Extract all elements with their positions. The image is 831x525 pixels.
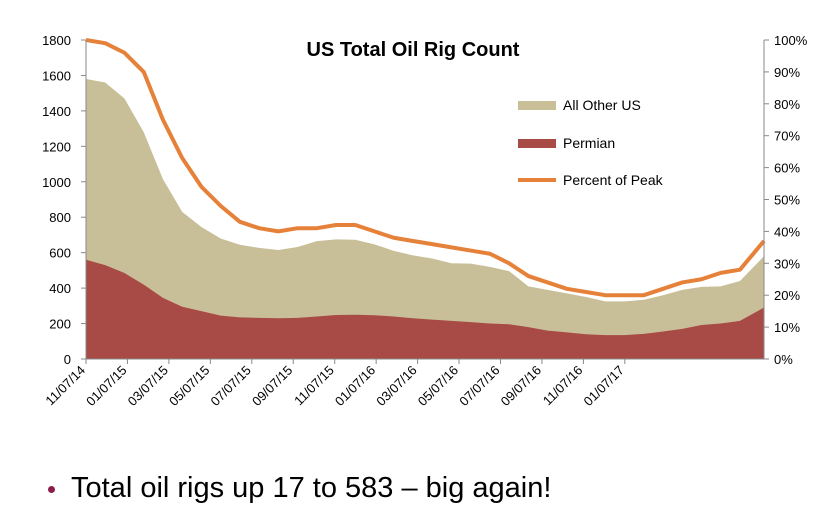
x-tick-label: 01/07/17 (581, 363, 627, 409)
legend: All Other US Permian Percent of Peak (518, 97, 664, 188)
left-tick-label: 800 (49, 210, 71, 225)
x-tick-label: 07/07/15 (208, 363, 254, 409)
x-tick-label: 07/07/16 (456, 363, 502, 409)
line-percent-of-peak (85, 38, 766, 298)
right-tick-label: 10% (774, 320, 800, 335)
right-tick-label: 60% (774, 161, 800, 176)
x-tick-label: 11/07/14 (42, 363, 88, 409)
right-tick-label: 40% (774, 224, 800, 239)
x-tick-label: 03/07/15 (125, 363, 171, 409)
right-tick-label: 90% (774, 65, 800, 80)
x-tick-label: 03/07/16 (373, 363, 419, 409)
x-tick-label: 01/07/15 (83, 363, 129, 409)
summary-text: Total oil rigs up 17 to 583 – big again! (71, 471, 552, 504)
left-tick-label: 1800 (42, 33, 71, 48)
right-tick-label: 70% (774, 129, 800, 144)
x-tick-label: 05/07/16 (415, 363, 461, 409)
right-tick-label: 0% (774, 352, 793, 367)
legend-swatch-permian (518, 139, 556, 148)
x-tick-label: 09/07/16 (498, 363, 544, 409)
left-tick-label: 200 (49, 317, 71, 332)
right-tick-label: 20% (774, 288, 800, 303)
legend-label-permian: Permian (563, 135, 615, 151)
x-tick-label: 05/07/15 (166, 363, 212, 409)
oil-rig-chart: 0 200 400 600 800 1000 1200 1400 1600 1800 0% 10% 20… (42, 33, 808, 409)
x-tick-label: 09/07/15 (249, 363, 295, 409)
left-tick-label: 1400 (42, 104, 71, 119)
legend-label-all-other-us: All Other US (563, 97, 641, 113)
left-tick-label: 400 (49, 281, 71, 296)
area-all-other-us (86, 78, 764, 359)
left-tick-label: 1000 (42, 175, 71, 190)
area-permian (86, 259, 764, 359)
left-tick-label: 1200 (42, 139, 71, 154)
left-tick-label: 0 (64, 352, 71, 367)
right-tick-label: 50% (774, 193, 800, 208)
right-tick-label: 100% (774, 33, 808, 48)
summary-bullet: Total oil rigs up 17 to 583 – big again! (48, 468, 551, 508)
area-layers (86, 78, 764, 359)
legend-swatch-all-other-us (518, 101, 556, 110)
x-tick-label: 11/07/16 (540, 363, 586, 409)
x-tick-label: 01/07/16 (332, 363, 378, 409)
right-tick-label: 80% (774, 97, 800, 112)
bullet-marker (48, 485, 55, 493)
line-layer (85, 38, 766, 298)
left-tick-label: 600 (49, 246, 71, 261)
x-tick-label: 11/07/15 (291, 363, 337, 409)
right-tick-label: 30% (774, 256, 800, 271)
chart-title: US Total Oil Rig Count (307, 39, 520, 61)
left-tick-label: 1600 (42, 68, 71, 83)
legend-label-percent-of-peak: Percent of Peak (563, 172, 664, 188)
